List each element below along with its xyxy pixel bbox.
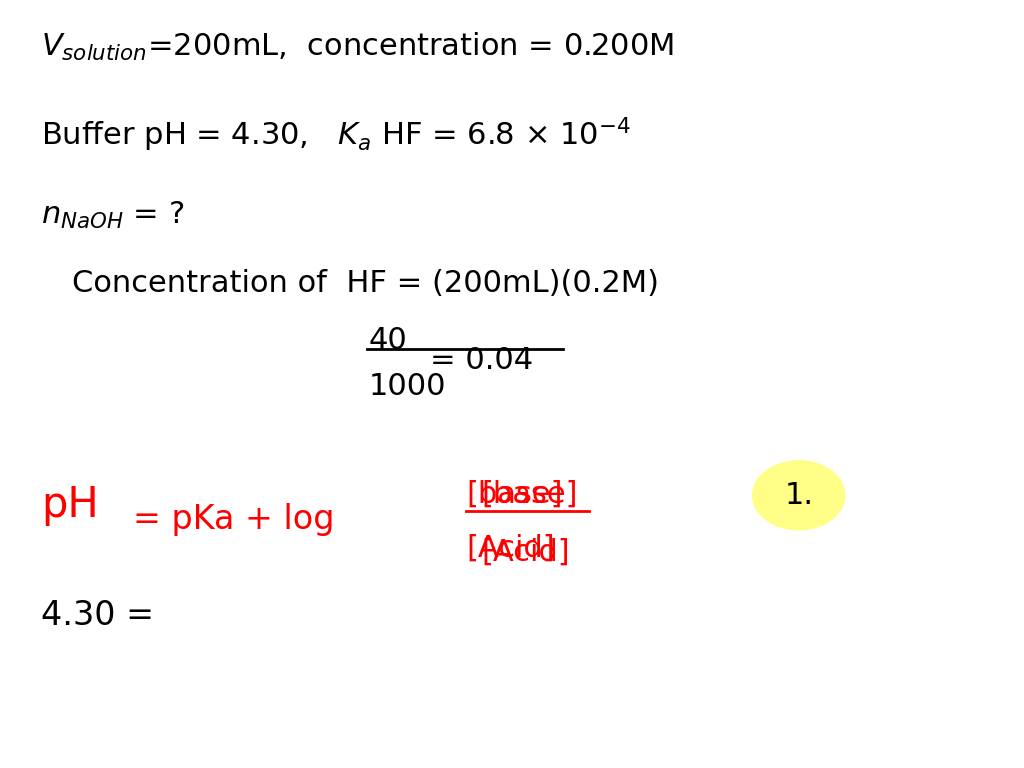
Text: [Acid]: [Acid] xyxy=(481,538,570,567)
Text: Buffer pH = 4.30,   $K_a$ HF = 6.8 × 10$^{-4}$: Buffer pH = 4.30, $K_a$ HF = 6.8 × 10$^{… xyxy=(41,115,631,154)
Text: pH: pH xyxy=(41,484,98,526)
Text: [Acid]: [Acid] xyxy=(466,534,555,563)
Text: 1.: 1. xyxy=(784,481,813,510)
Text: 4.30 =: 4.30 = xyxy=(41,599,154,632)
Text: [base]: [base] xyxy=(466,480,562,509)
Text: 1000: 1000 xyxy=(369,372,446,402)
Text: = 0.04: = 0.04 xyxy=(430,346,534,375)
Text: Concentration of  HF = (200mL)(0.2M): Concentration of HF = (200mL)(0.2M) xyxy=(72,269,658,298)
Text: $n_{NaOH}$ = ?: $n_{NaOH}$ = ? xyxy=(41,200,184,230)
Text: $V_{solution}$=200mL,  concentration = 0.200M: $V_{solution}$=200mL, concentration = 0.… xyxy=(41,31,674,63)
Text: [base]: [base] xyxy=(481,480,578,509)
Text: 40: 40 xyxy=(369,326,408,356)
Circle shape xyxy=(753,461,845,530)
Text: = pKa + log: = pKa + log xyxy=(133,503,335,536)
